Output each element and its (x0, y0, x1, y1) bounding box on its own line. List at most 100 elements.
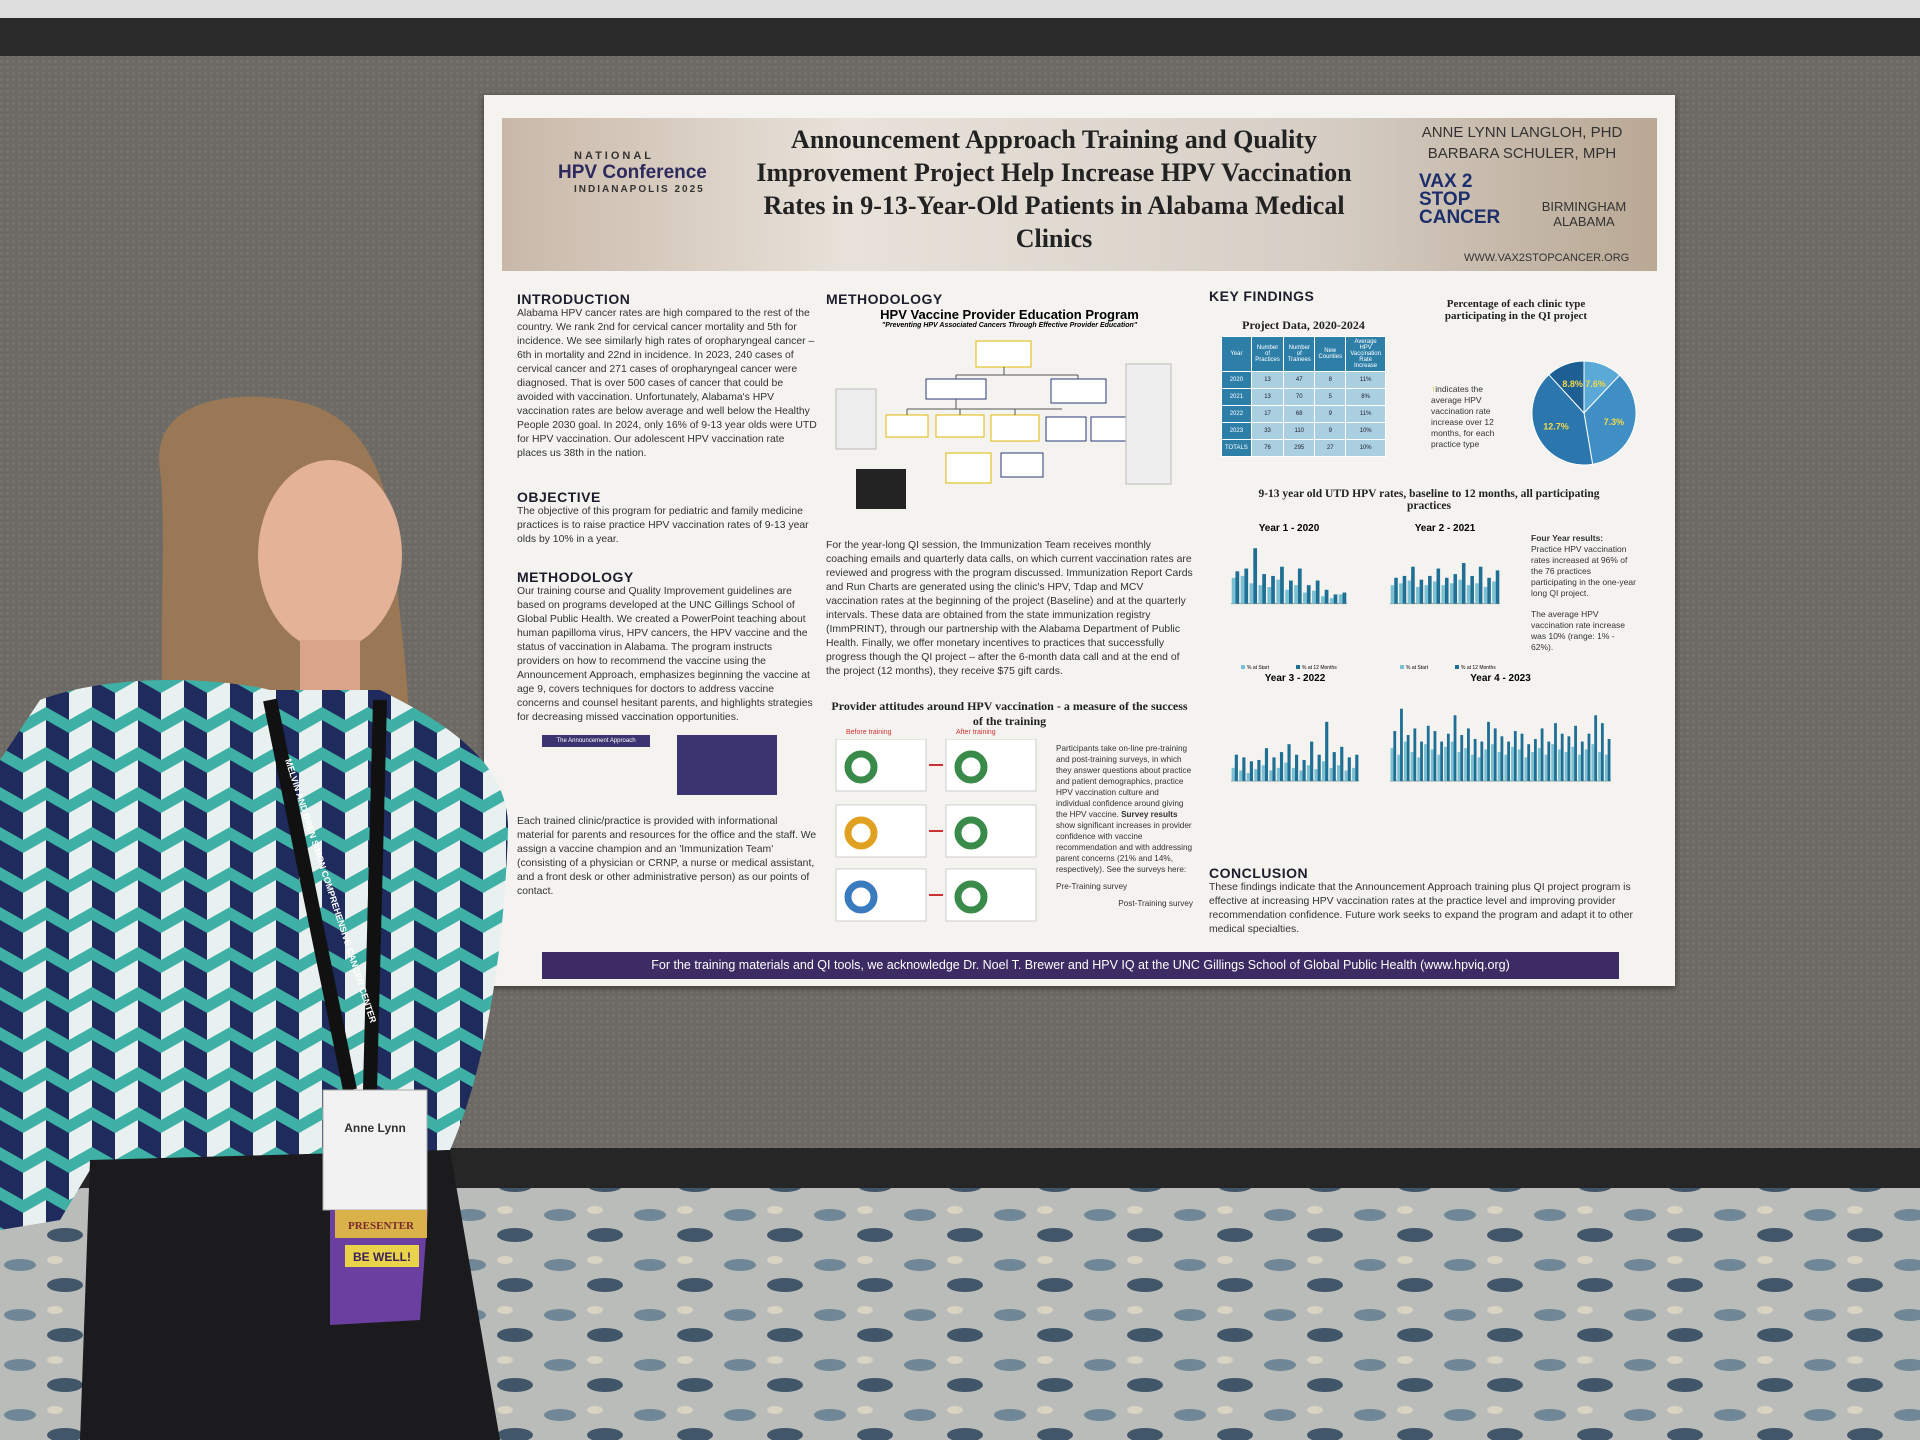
table-cell: 2021 (1221, 388, 1252, 406)
table-cell: 11% (1345, 405, 1386, 423)
bar (1537, 748, 1541, 781)
bar (1527, 744, 1531, 781)
chart-title: Year 1 - 2020 (1259, 523, 1320, 534)
table-cell: 9 (1314, 422, 1347, 440)
bar (1554, 723, 1557, 781)
bar (1299, 770, 1303, 781)
bar (1315, 580, 1320, 604)
text: show significant increases in provider c… (1056, 821, 1193, 874)
bar (1444, 746, 1447, 781)
bar (1257, 759, 1261, 781)
slice-change: 8.8% (1562, 379, 1583, 389)
bar (1306, 585, 1311, 604)
pie-note: ↑indicates the average HPV vaccination r… (1431, 384, 1495, 449)
heading: METHODOLOGY (517, 569, 634, 585)
table-cell: 17 (1250, 405, 1285, 423)
table-header-cell: Year (1221, 336, 1252, 372)
bar (1557, 749, 1561, 781)
footer: For the training materials and QI tools,… (542, 952, 1619, 979)
before-label: Before training (846, 729, 892, 736)
bar (1419, 579, 1424, 604)
bar (1393, 731, 1397, 781)
column-2: METHODOLOGY HPV Vaccine Provider Educati… (826, 291, 1193, 929)
legend-swatch (1296, 665, 1300, 669)
bar (1428, 575, 1432, 604)
bar (1420, 741, 1423, 781)
legend-label: % at 12 Months (1302, 665, 1337, 671)
shirt (0, 680, 509, 1230)
bar (1324, 589, 1329, 604)
bar (1544, 754, 1548, 781)
bar (1321, 761, 1326, 781)
bar (1249, 761, 1253, 781)
author: BARBARA SCHULER, MPH (1427, 145, 1617, 162)
paragraph: Each trained clinic/practice is provided… (517, 816, 817, 897)
column-1: INTRODUCTION Alabama HPV cancer rates ar… (517, 291, 817, 899)
bar (1390, 748, 1394, 781)
conclusion: CONCLUSION These findings indicate that … (1209, 865, 1654, 937)
flow-box (1050, 378, 1107, 404)
bar (1453, 715, 1457, 781)
panel-row (835, 868, 1037, 922)
bar (1240, 575, 1245, 604)
frame-top (0, 18, 1920, 56)
bar (1457, 752, 1461, 781)
table-row: 2022 17 68 9 11% (1221, 405, 1386, 423)
heading: KEY FINDINGS (1209, 288, 1315, 304)
bar (1571, 746, 1575, 781)
bar (1235, 571, 1240, 604)
bar (1291, 767, 1295, 781)
figure-image (677, 735, 777, 795)
thumbnail (1125, 363, 1172, 485)
bar (1390, 585, 1395, 604)
table-row: 2020 13 47 8 11% (1221, 371, 1386, 389)
table-cell: 2022 (1221, 405, 1252, 423)
bar (1436, 568, 1441, 604)
header-banner (502, 118, 1657, 271)
bar (1531, 752, 1534, 781)
text: The average HPV vaccination rate increas… (1531, 609, 1626, 652)
column-3: KEY FINDINGS Project Data, 2020-2024 Yea… (1209, 288, 1662, 948)
bar (1352, 767, 1356, 781)
bar (1466, 585, 1471, 604)
bar (1453, 574, 1458, 604)
bar (1269, 770, 1273, 781)
bar (1320, 596, 1325, 604)
bar (1285, 589, 1289, 604)
bar (1504, 754, 1508, 781)
bar (1244, 568, 1249, 604)
face (258, 460, 402, 650)
flow-connector (906, 367, 1079, 415)
table-cell: 110 (1283, 422, 1316, 440)
ribbon-text: BE WELL! (353, 1250, 411, 1264)
attitudes-title: Provider attitudes around HPV vaccinatio… (831, 699, 1188, 728)
table-header-cell: Number of Trainees (1283, 336, 1316, 372)
text: Pre-Training survey (1056, 882, 1128, 891)
table-cell: 70 (1283, 388, 1316, 406)
bar (1424, 744, 1427, 781)
bar (1276, 579, 1281, 604)
bar (1297, 568, 1302, 604)
table-header-cell: New Counties (1314, 336, 1347, 372)
flowchart (835, 340, 1172, 509)
bar (1399, 583, 1403, 604)
bar (1302, 759, 1306, 781)
ribbon-text: PRESENTER (348, 1220, 415, 1232)
bar (1533, 738, 1537, 781)
location: BIRMINGHAM ALABAMA (1541, 199, 1627, 229)
table-cell: 33 (1250, 422, 1285, 440)
bar (1492, 581, 1496, 604)
legend-label: % at 12 Months (1461, 665, 1496, 671)
heading: CONCLUSION (1209, 865, 1309, 881)
bar (1411, 566, 1415, 604)
bar (1520, 733, 1524, 781)
bar (1598, 752, 1601, 781)
bar (1511, 746, 1514, 781)
bar (1329, 598, 1334, 604)
bar (1234, 754, 1238, 781)
bar (1574, 725, 1577, 781)
four-year: Four Year results: Practice HPV vaccinat… (1531, 533, 1636, 653)
legend-swatch (1241, 665, 1245, 669)
bar (1604, 754, 1608, 781)
bar (1580, 741, 1584, 781)
